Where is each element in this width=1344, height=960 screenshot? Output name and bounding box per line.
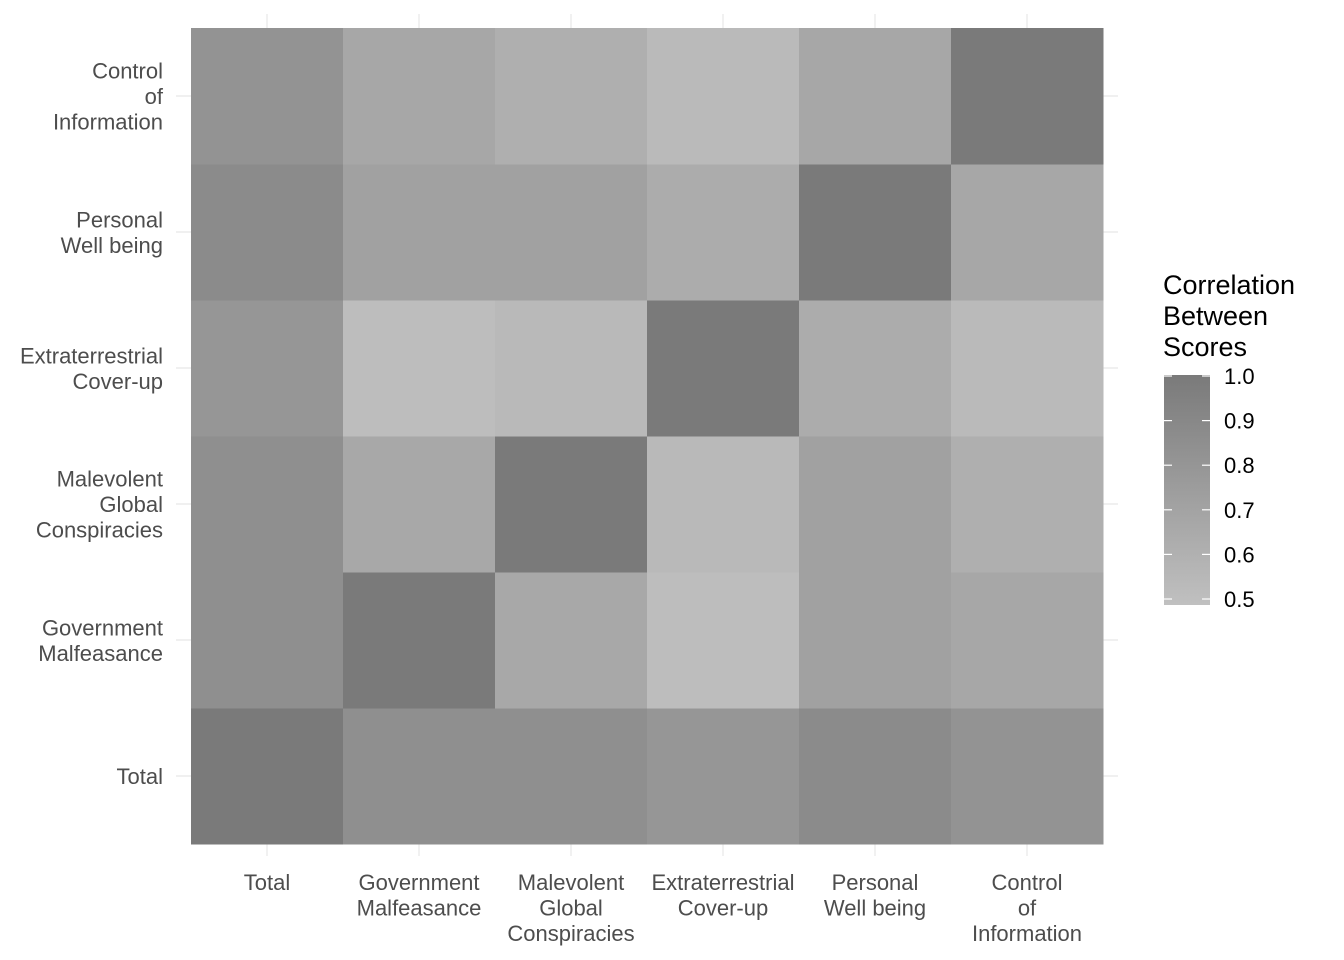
heatmap-cell-total-x-government-malfeasance	[343, 708, 496, 845]
heatmap-cell-extraterrestrial-cover-up-x-government-malfeasance	[343, 300, 496, 437]
heatmap-cell-total-x-extraterrestrial-cover-up	[647, 708, 800, 845]
heatmap-cell-extraterrestrial-cover-up-x-extraterrestrial-cover-up	[647, 300, 800, 437]
y-tick-label-control-of-information: Control of Information	[53, 59, 164, 135]
legend-title: Correlation Between Scores	[1163, 270, 1295, 362]
legend-label-1-0: 1.0	[1224, 364, 1255, 389]
heatmap-cell-personal-well-being-x-government-malfeasance	[343, 164, 496, 301]
x-tick-label-government-malfeasance: Government Malfeasance	[357, 870, 482, 921]
heatmap-cell-control-of-information-x-total	[191, 28, 344, 165]
x-tick-label-extraterrestrial-cover-up: Extraterrestrial Cover-up	[651, 870, 794, 921]
heatmap-cell-extraterrestrial-cover-up-x-malevolent-global-conspiracies	[495, 300, 648, 437]
y-tick-label-government-malfeasance: Government Malfeasance	[38, 615, 163, 666]
heatmap-cell-government-malfeasance-x-control-of-information	[951, 572, 1104, 709]
heatmap-cell-malevolent-global-conspiracies-x-extraterrestrial-cover-up	[647, 436, 800, 573]
heatmap-cell-control-of-information-x-control-of-information	[951, 28, 1104, 165]
legend-label-0-8: 0.8	[1224, 453, 1255, 478]
heatmap-cell-malevolent-global-conspiracies-x-total	[191, 436, 344, 573]
heatmap-cell-personal-well-being-x-total	[191, 164, 344, 301]
heatmap-cell-malevolent-global-conspiracies-x-malevolent-global-conspiracies	[495, 436, 648, 573]
heatmap-cell-government-malfeasance-x-personal-well-being	[799, 572, 952, 709]
y-axis: Total Government Malfeasance Malevolent Glob…	[20, 59, 164, 790]
legend-label-0-9: 0.9	[1224, 409, 1255, 434]
x-tick-label-malevolent-global-conspiracies: Malevolent Global Conspiracies	[507, 870, 634, 946]
heatmap-cell-total-x-control-of-information	[951, 708, 1104, 845]
legend-label-0-5: 0.5	[1224, 587, 1255, 612]
heatmap-cell-extraterrestrial-cover-up-x-total	[191, 300, 344, 437]
heatmap-cell-personal-well-being-x-extraterrestrial-cover-up	[647, 164, 800, 301]
x-tick-label-control-of-information: Control of Information	[972, 870, 1082, 946]
heatmap-cell-personal-well-being-x-personal-well-being	[799, 164, 952, 301]
heatmap-cell-control-of-information-x-personal-well-being	[799, 28, 952, 165]
heatmap-cell-malevolent-global-conspiracies-x-government-malfeasance	[343, 436, 496, 573]
heatmap-cell-personal-well-being-x-malevolent-global-conspiracies	[495, 164, 648, 301]
heatmap-cell-government-malfeasance-x-extraterrestrial-cover-up	[647, 572, 800, 709]
heatmap-cell-malevolent-global-conspiracies-x-personal-well-being	[799, 436, 952, 573]
heatmap-tiles	[191, 28, 1104, 845]
heatmap-cell-total-x-personal-well-being	[799, 708, 952, 845]
heatmap-cell-personal-well-being-x-control-of-information	[951, 164, 1104, 301]
x-tick-label-total: Total	[244, 870, 290, 895]
heatmap-cell-government-malfeasance-x-total	[191, 572, 344, 709]
heatmap-cell-control-of-information-x-malevolent-global-conspiracies	[495, 28, 648, 165]
x-tick-label-personal-well-being: Personal Well being	[824, 870, 926, 921]
x-axis: Total Government Malfeasance Malevolent Glob…	[244, 870, 1082, 946]
heatmap-cell-government-malfeasance-x-government-malfeasance	[343, 572, 496, 709]
heatmap-cell-government-malfeasance-x-malevolent-global-conspiracies	[495, 572, 648, 709]
y-tick-label-malevolent-global-conspiracies: Malevolent Global Conspiracies	[36, 467, 163, 543]
y-tick-label-personal-well-being: Personal Well being	[61, 207, 163, 258]
y-tick-label-extraterrestrial-cover-up: Extraterrestrial Cover-up	[20, 343, 163, 394]
heatmap-cell-total-x-total	[191, 708, 344, 845]
heatmap-cell-malevolent-global-conspiracies-x-control-of-information	[951, 436, 1104, 573]
legend-colorbar	[1164, 375, 1210, 605]
legend-label-0-6: 0.6	[1224, 542, 1255, 567]
heatmap-cell-total-x-malevolent-global-conspiracies	[495, 708, 648, 845]
legend-label-0-7: 0.7	[1224, 498, 1255, 523]
y-tick-label-total: Total	[117, 764, 163, 789]
heatmap-cell-extraterrestrial-cover-up-x-personal-well-being	[799, 300, 952, 437]
heatmap-cell-extraterrestrial-cover-up-x-control-of-information	[951, 300, 1104, 437]
heatmap-cell-control-of-information-x-extraterrestrial-cover-up	[647, 28, 800, 165]
heatmap-cell-control-of-information-x-government-malfeasance	[343, 28, 496, 165]
